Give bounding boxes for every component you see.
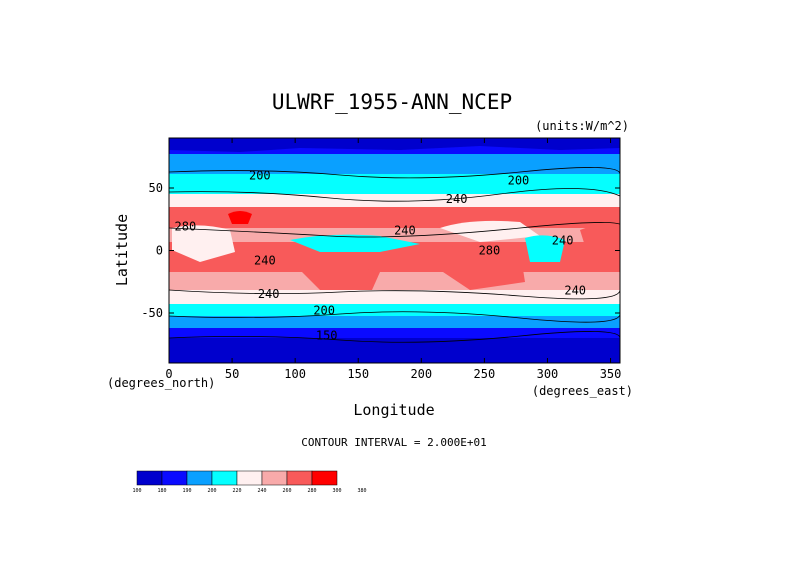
colorbar-tick-label: 300 [332,488,341,494]
colorbar-swatch [261,470,288,486]
colorbar-tick-label: 240 [257,488,266,494]
y-axis-label: Latitude [113,214,131,286]
colorbar-swatch [136,470,163,486]
x-axis-label: Longitude [353,401,434,419]
colorbar-tick-label: 100 [132,488,141,494]
band-south-pink [169,270,620,290]
colorbar-swatch [211,470,238,486]
region-africa-hot [172,225,235,262]
region-indo-red [580,225,620,262]
x-tick-label: 250 [474,367,496,381]
contour-line-south-3 [169,331,620,343]
region-south-hot [300,266,380,290]
x-tick-label: 0 [165,367,172,381]
y-tick-label: 50 [149,181,163,195]
region-tropics-core [440,245,525,290]
x-tick-label: 50 [225,367,239,381]
colorbar-tick-label: 280 [307,488,316,494]
contour-line-south-2 [169,311,620,323]
contour-labels: 200 200 240 280 240 240 280 240 240 240 200 150 [175,168,587,342]
region-atlantic-pale [440,220,540,242]
region-sahara-red [228,211,252,224]
contour-line-north-2 [169,188,620,202]
contour-label: 200 [508,173,530,187]
x-tick-label: 350 [600,367,622,381]
y-unit-note: (degrees_north) [107,376,215,390]
colorbar-swatch [186,470,213,486]
colorbar-tick-label: 380 [357,488,366,494]
plot-area [169,138,620,363]
x-tick-label: 200 [410,367,432,381]
band-north-pale [169,192,620,207]
contour-label: 240 [394,223,416,237]
contour-label: 150 [316,328,338,342]
colorbar-tick-label: 220 [232,488,241,494]
chart-title: ULWRF_1955-ANN_NCEP [272,90,512,114]
region-pacific-cyan [290,234,420,252]
y-axis-ticks: 50 0 -50 [141,181,620,320]
colorbar-swatch [236,470,263,486]
band-south-pale [169,288,620,304]
colorbar-tick-label: 260 [282,488,291,494]
region-samerica-hot [525,235,565,262]
contour-interval-note: CONTOUR INTERVAL = 2.000E+01 [301,436,486,449]
contour-label: 240 [258,287,280,301]
colorbar-tick-label: 180 [157,488,166,494]
colorbar-tick-label: 190 [182,488,191,494]
colorbar-swatch [161,470,188,486]
contour-label: 280 [175,220,197,234]
band-south-cyan [169,302,620,316]
colorbar-swatch [286,470,313,486]
contour-label: 200 [249,168,271,182]
region-north-dark [169,138,620,152]
x-tick-label: 300 [537,367,559,381]
contour-label: 240 [254,253,276,267]
band-polar-south [169,336,620,363]
colorbar-tick-label: 200 [207,488,216,494]
contour-label: 200 [313,303,335,317]
contour-line-south [169,289,620,300]
band-south-high [169,326,620,338]
contour-line-north [169,167,620,179]
band-south-mid [169,314,620,328]
contour-line-eq [169,222,620,238]
contour-label: 240 [552,233,574,247]
colorbar-swatch [311,470,338,486]
colorbar: 100 180 190 200 220 240 260 280 300 380 [132,470,367,494]
y-tick-label: -50 [141,306,163,320]
band-north-mid [169,152,620,174]
x-unit-note: (degrees_east) [532,384,633,398]
x-tick-label: 150 [347,367,369,381]
band-north-cyan [169,172,620,194]
x-axis-ticks: 0 50 100 150 200 250 300 350 [165,138,621,381]
units-label: (units:W/m^2) [535,119,629,133]
contour-label: 240 [564,283,586,297]
y-tick-label: 0 [156,244,163,258]
x-tick-label: 100 [284,367,306,381]
contour-label: 240 [446,192,468,206]
contour-label: 280 [479,243,501,257]
